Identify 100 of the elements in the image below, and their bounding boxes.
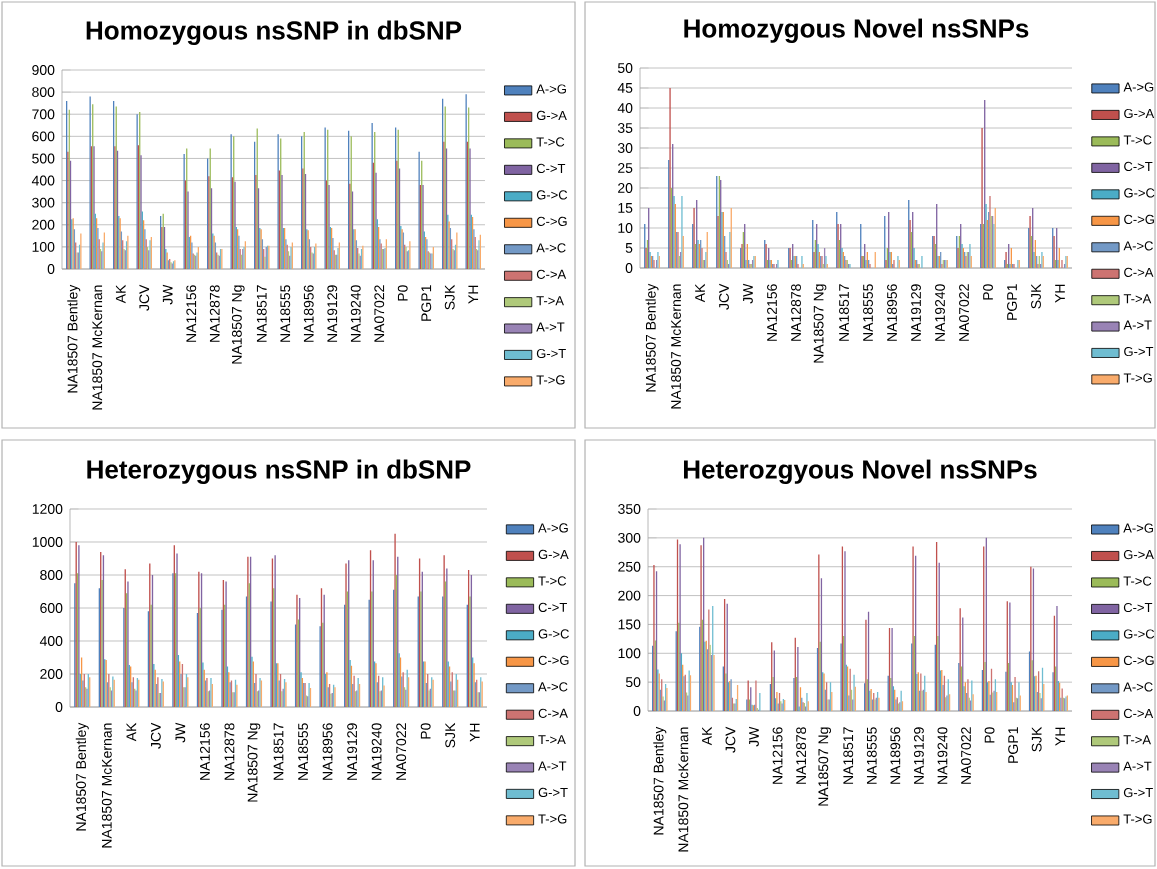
y-tick-label: 1000 xyxy=(32,537,63,547)
x-tick-label: NA19240 xyxy=(937,727,948,784)
legend-label: G->C xyxy=(536,190,568,200)
x-tick-label: YH xyxy=(469,723,480,742)
legend-label: G->C xyxy=(1123,629,1155,639)
y-tick-label: 400 xyxy=(39,636,63,646)
legend-label: T->A xyxy=(536,296,564,306)
chart-title: Heterozygous nsSNP in dbSNP xyxy=(87,459,471,484)
legend-label: A->T xyxy=(1123,320,1152,330)
y-tick-label: 50 xyxy=(625,677,641,688)
legend-label: G->T xyxy=(538,787,568,798)
x-tick-label: NA18507 McKernan xyxy=(671,284,681,409)
x-tick-label: AK xyxy=(702,726,712,746)
chart-title: Heterozgyous Novel nsSNPs xyxy=(684,459,1037,484)
legend-label: T->C xyxy=(538,576,567,586)
legend-label: T->G xyxy=(1123,373,1152,383)
x-tick-label: PGP1 xyxy=(1007,284,1017,320)
x-tick-label: NA18507 Ng xyxy=(813,284,827,363)
chart-title: Homozygous nsSNP in dbSNP xyxy=(86,20,462,45)
x-tick-label: SJK xyxy=(445,722,456,748)
legend-label: A->G xyxy=(1123,523,1153,533)
x-tick-label: SJK xyxy=(444,284,455,310)
legend-label: T->A xyxy=(538,735,566,745)
x-tick-label: NA18517 xyxy=(273,723,284,780)
legend-label: C->T xyxy=(1124,161,1153,172)
x-tick-label: NA18956 xyxy=(890,727,901,784)
legend-label: C->T xyxy=(1123,602,1153,613)
legend-label: G->T xyxy=(1124,346,1154,357)
x-tick-label: NA12878 xyxy=(224,723,235,780)
x-tick-label: NA18517 xyxy=(843,727,854,784)
y-tick-label: 20 xyxy=(618,183,633,193)
y-tick-label: 100 xyxy=(32,241,55,252)
legend-label: T->C xyxy=(1123,135,1152,145)
x-tick-label: NA18517 xyxy=(839,284,849,341)
x-tick-label: NA18507 Bentley xyxy=(67,284,81,393)
legend-label: C->A xyxy=(1124,267,1154,277)
x-tick-label: AK xyxy=(126,722,137,742)
x-tick-label: NA18956 xyxy=(887,284,897,341)
x-tick-label: YH xyxy=(1055,727,1066,746)
y-tick-label: 500 xyxy=(32,153,55,164)
x-tick-label: NA18507 Ng xyxy=(818,727,832,806)
legend-label: A->T xyxy=(536,322,565,332)
legend-label: A->C xyxy=(1123,241,1153,251)
x-tick-label: NA18555 xyxy=(863,284,873,341)
x-tick-label: JCV xyxy=(139,284,150,311)
x-tick-label: AK xyxy=(115,284,126,304)
x-tick-label: NA18555 xyxy=(280,285,291,342)
y-tick-label: 1200 xyxy=(32,504,63,514)
y-tick-label: 15 xyxy=(618,203,633,213)
y-tick-label: 900 xyxy=(32,65,55,75)
x-tick-label: YH xyxy=(468,285,479,304)
x-tick-label: NA18956 xyxy=(322,723,333,780)
x-tick-label: PGP1 xyxy=(1008,727,1019,763)
x-tick-label: NA12878 xyxy=(791,284,801,341)
legend-label: G->A xyxy=(1124,108,1155,119)
y-tick-label: 10 xyxy=(618,223,633,233)
x-tick-label: JW xyxy=(743,283,753,304)
y-tick-label: 25 xyxy=(618,163,633,173)
legend-label: T->G xyxy=(536,375,565,385)
x-tick-label: NA07022 xyxy=(961,727,971,784)
x-tick-label: JCV xyxy=(719,283,729,310)
legend-label: A->C xyxy=(536,243,566,253)
y-tick-label: 300 xyxy=(32,197,55,208)
y-tick-label: 0 xyxy=(47,264,55,274)
y-tick-label: 700 xyxy=(32,109,55,120)
legend-label: C->G xyxy=(1124,214,1154,224)
y-tick-label: 200 xyxy=(32,219,55,230)
y-tick-label: 100 xyxy=(618,648,641,659)
legend-label: T->C xyxy=(536,137,565,147)
y-tick-label: 40 xyxy=(617,103,633,113)
legend-label: C->G xyxy=(1123,655,1154,666)
legend-label: C->G xyxy=(536,216,567,226)
x-tick-label: SJK xyxy=(1031,283,1041,309)
x-tick-label: NA19129 xyxy=(347,723,358,780)
legend-label: G->T xyxy=(1123,787,1153,798)
x-tick-label: JW xyxy=(175,722,186,743)
legend-label: C->T xyxy=(536,163,566,174)
y-tick-label: 400 xyxy=(31,175,55,186)
y-tick-label: 150 xyxy=(618,619,641,630)
x-tick-label: NA12156 xyxy=(186,285,197,342)
y-tick-label: 300 xyxy=(618,532,641,543)
y-tick-label: 50 xyxy=(617,63,633,73)
x-tick-label: NA18507 Bentley xyxy=(653,726,667,835)
legend-label: A->G xyxy=(1123,82,1154,92)
x-tick-label: NA07022 xyxy=(959,284,969,341)
legend-label: A->C xyxy=(1123,682,1153,692)
legend-label: T->G xyxy=(1123,814,1152,824)
x-tick-label: YH xyxy=(1055,284,1065,303)
x-tick-label: NA18507 Ng xyxy=(247,723,261,802)
x-tick-label: NA18555 xyxy=(866,727,877,784)
y-tick-label: 600 xyxy=(40,603,63,613)
x-tick-label: JCV xyxy=(150,722,161,749)
legend-label: A->T xyxy=(538,761,567,771)
legend-label: G->A xyxy=(1123,549,1154,560)
legend-label: T->C xyxy=(1123,576,1152,586)
y-tick-label: 35 xyxy=(617,123,633,133)
x-tick-label: NA19240 xyxy=(371,723,382,780)
legend-label: G->A xyxy=(538,549,569,560)
y-tick-label: 800 xyxy=(40,570,63,580)
x-tick-label: NA18507 Ng xyxy=(231,285,245,364)
